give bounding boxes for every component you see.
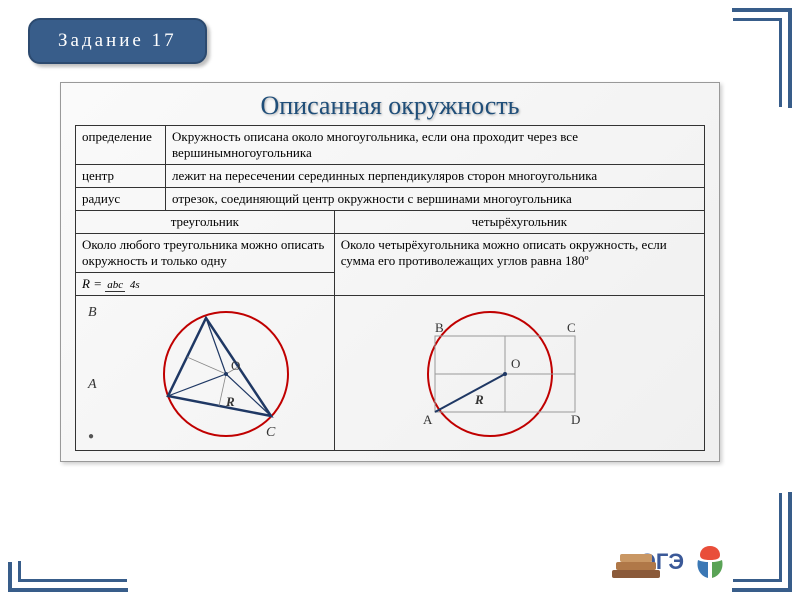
center-text: лежит на пересечении серединных перпенди… — [166, 165, 705, 188]
task-badge: Задание 17 — [28, 18, 207, 64]
radius-text: отрезок, соединяющий центр окружности с … — [166, 188, 705, 211]
oge-icon — [690, 542, 730, 582]
formula-fraction: abc 4s — [105, 280, 141, 291]
corner-bracket-top-right — [732, 8, 792, 108]
task-badge-text: Задание 17 — [58, 30, 177, 51]
corner-bracket-bottom-right — [732, 492, 792, 592]
table-row: Около любого треугольника можно описать … — [76, 234, 705, 273]
center-label: центр — [76, 165, 166, 188]
slide-card: Описанная окружность определение Окружно… — [60, 82, 720, 462]
def-label: определение — [76, 126, 166, 165]
formula-cell: R = abc 4s — [76, 273, 335, 296]
label-R: R — [474, 392, 484, 407]
triangle-text: Около любого треугольника можно описать … — [76, 234, 335, 273]
slide-title: Описанная окружность — [75, 91, 705, 121]
formula-numerator: abc — [105, 279, 125, 292]
triangle-header: треугольник — [76, 211, 335, 234]
def-text: Окружность описана около многоугольника,… — [166, 126, 705, 165]
table-row: радиус отрезок, соединяющий центр окружн… — [76, 188, 705, 211]
label-C: C — [567, 320, 576, 335]
radius-label: радиус — [76, 188, 166, 211]
table-row: центр лежит на пересечении серединных пе… — [76, 165, 705, 188]
quad-header: четырёхугольник — [334, 211, 704, 234]
quad-diagram: B C A D O R — [335, 296, 645, 451]
label-A: A — [423, 412, 433, 427]
table-row: треугольник четырёхугольник — [76, 211, 705, 234]
formula-prefix: R = — [82, 276, 105, 291]
triangle-diagram-cell: ● B A C O R — [76, 296, 335, 451]
label-O: O — [231, 358, 240, 373]
label-B: B — [88, 305, 97, 320]
quad-text: Около четырёхугольника можно описать окр… — [334, 234, 704, 296]
label-R: R — [225, 394, 235, 409]
label-O: O — [511, 356, 520, 371]
formula-denominator: 4s — [128, 279, 142, 291]
books-icon — [608, 548, 668, 588]
label-B: B — [435, 320, 444, 335]
corner-bracket-bottom-left — [8, 562, 128, 592]
label-A: A — [87, 377, 97, 392]
quad-diagram-cell: B C A D O R — [334, 296, 704, 451]
table-row: определение Окружность описана около мно… — [76, 126, 705, 165]
definitions-table: определение Окружность описана около мно… — [75, 125, 705, 451]
table-row: ● B A C O R — [76, 296, 705, 451]
label-D: D — [571, 412, 580, 427]
label-C: C — [266, 425, 276, 440]
